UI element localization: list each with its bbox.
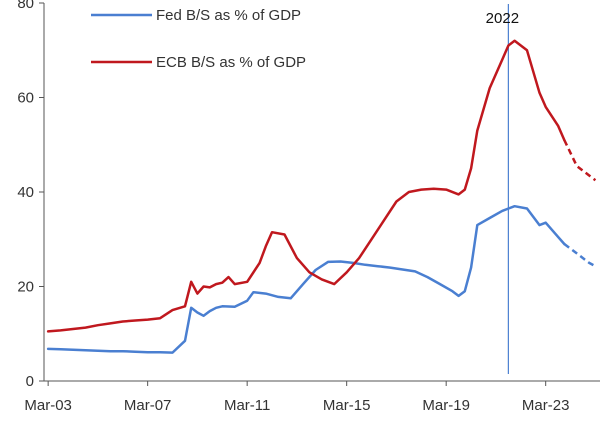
x-tick-label: Mar-19: [422, 397, 470, 414]
ecb-series-line: [46, 39, 566, 333]
y-tick-label: 20: [17, 279, 34, 296]
legend-label: Fed B/S as % of GDP: [156, 7, 301, 24]
y-tick-label: 40: [17, 184, 34, 201]
y-tick-label: 60: [17, 90, 34, 107]
annotation-label: 2022: [486, 10, 519, 27]
ecb-series-forecast-line: [563, 139, 597, 182]
x-tick-label: Mar-15: [323, 397, 371, 414]
x-tick-label: Mar-23: [522, 397, 570, 414]
fed-series-line: [46, 204, 566, 354]
x-tick-label: Mar-03: [24, 397, 72, 414]
x-tick-label: Mar-07: [124, 397, 172, 414]
y-tick-label: 0: [26, 373, 34, 390]
fed-series-forecast-line: [563, 243, 596, 268]
y-tick-label: 80: [17, 0, 34, 12]
legend-label: ECB B/S as % of GDP: [156, 54, 306, 71]
x-tick-label: Mar-11: [224, 397, 270, 414]
